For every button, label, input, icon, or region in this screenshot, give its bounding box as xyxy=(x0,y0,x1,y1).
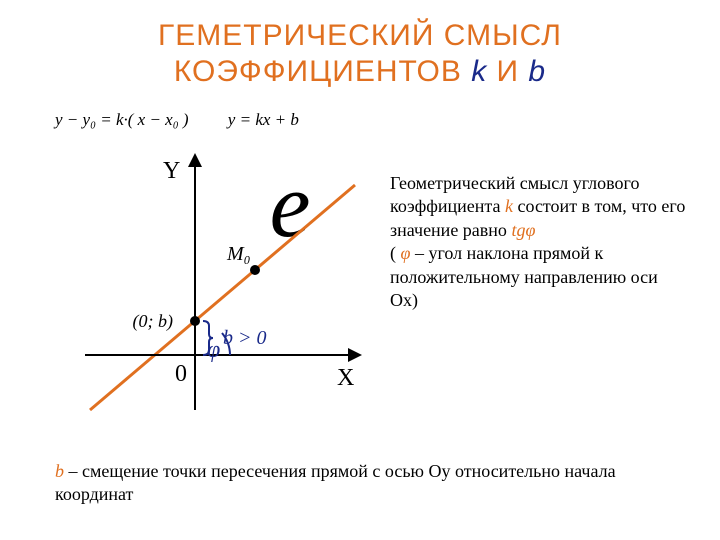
b-greater-zero-label: b > 0 xyxy=(223,327,267,349)
graph-line xyxy=(90,185,355,410)
formula-row: y − y₀ = k·( x − x₀ ) y = kx + b xyxy=(55,110,299,130)
m0-label: M₀ xyxy=(226,243,251,265)
title-b: b xyxy=(528,55,546,88)
graph-svg: e b > 0 (0; b) M₀ Y X 0 φ xyxy=(55,145,375,420)
title-line1: ГЕМЕТРИЧЕСКИЙ СМЫСЛ xyxy=(0,18,720,54)
x-axis-label: X xyxy=(337,365,354,391)
explain-p3a: ( xyxy=(390,243,401,263)
bottom-rest: – смещение точки пересечения прямой с ос… xyxy=(55,461,616,504)
y-axis-label: Y xyxy=(163,158,180,184)
title-and: И xyxy=(487,55,528,88)
explanation-text: Геометрический смысл углового коэффициен… xyxy=(390,172,690,312)
bottom-text: b – смещение точки пересечения прямой с … xyxy=(55,460,665,507)
formula-1: y − y₀ = k·( x − x₀ ) xyxy=(55,110,189,129)
title-k: k xyxy=(471,55,487,88)
explain-tg: tgφ xyxy=(511,220,535,240)
phi-label: φ xyxy=(207,337,220,363)
intercept-label: (0; b) xyxy=(133,311,173,332)
explain-k: k xyxy=(505,196,513,216)
intercept-point xyxy=(190,316,200,326)
explain-phi: φ xyxy=(401,243,411,263)
bottom-b: b xyxy=(55,461,64,481)
m0-point xyxy=(250,265,260,275)
slide-title: ГЕМЕТРИЧЕСКИЙ СМЫСЛ КОЭФФИЦИЕНТОВ k И b xyxy=(0,18,720,90)
title-line2: КОЭФФИЦИЕНТОВ k И b xyxy=(0,54,720,90)
formula-2: y = kx + b xyxy=(228,110,299,129)
coordinate-graph: e b > 0 (0; b) M₀ Y X 0 φ xyxy=(55,145,375,420)
title-line2-text: КОЭФФИЦИЕНТОВ xyxy=(174,55,471,88)
origin-label: 0 xyxy=(175,361,187,387)
explain-p3b: – угол наклона прямой к положительному н… xyxy=(390,243,658,310)
